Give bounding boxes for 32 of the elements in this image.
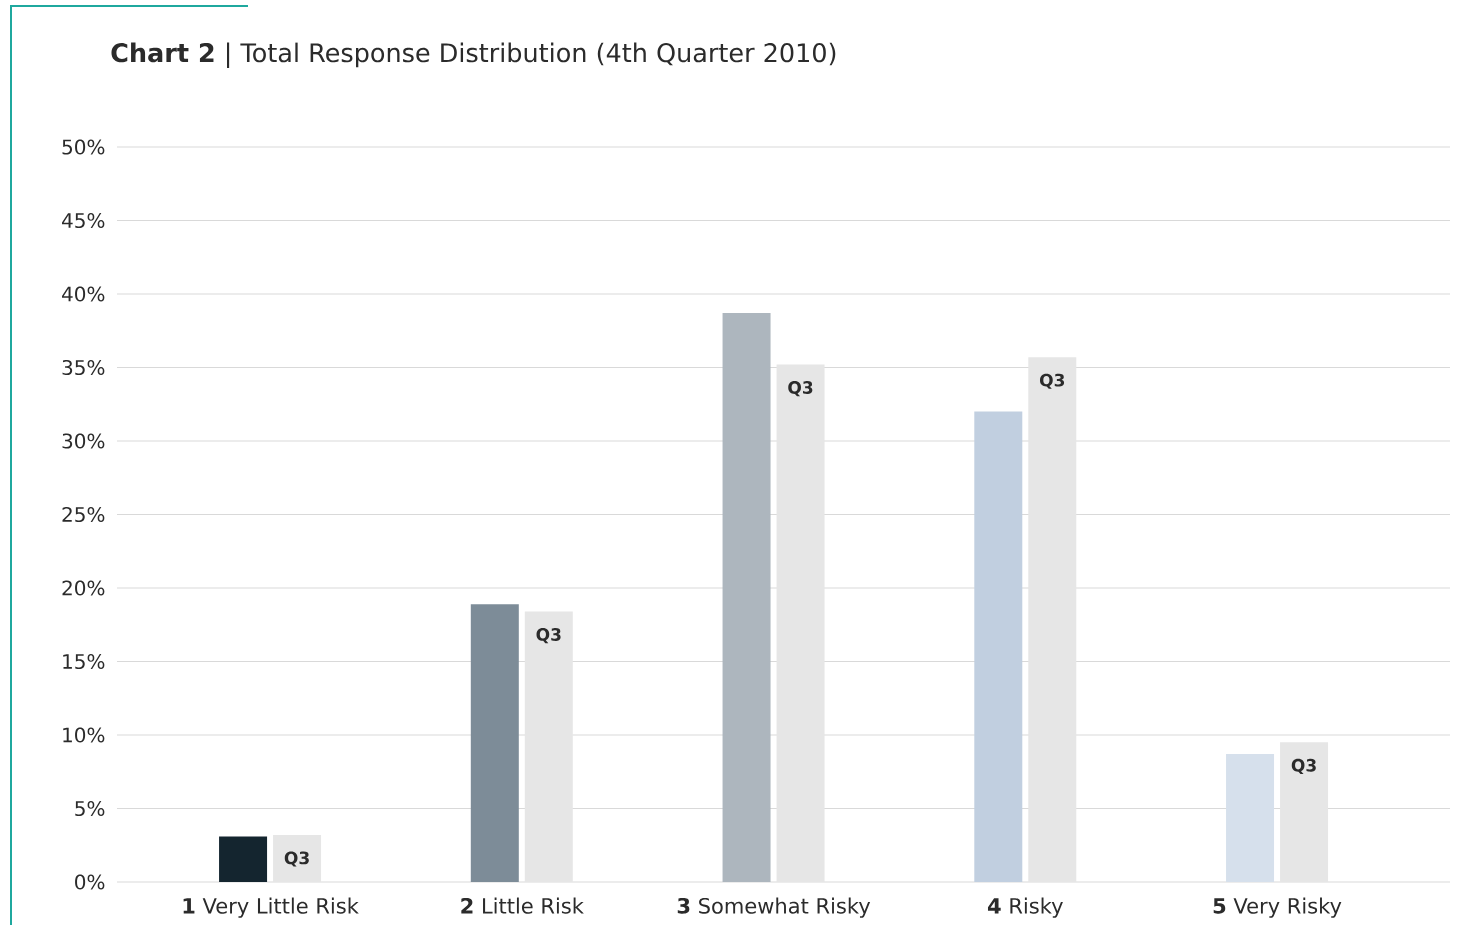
y-tick-label: 50%	[62, 139, 105, 155]
y-tick-label: 0%	[75, 874, 105, 890]
bar	[776, 364, 825, 882]
y-tick-label: 15%	[63, 653, 105, 670]
x-tick-label: 2 Little Risk	[461, 897, 584, 914]
x-tick-label: 5 Very Risky	[1213, 897, 1342, 918]
bar	[1028, 357, 1077, 882]
x-tick-label: 3 Somewhat Risky	[677, 897, 871, 918]
x-tick-label: 1 Very Little Risk	[183, 897, 359, 918]
bar	[1280, 742, 1329, 882]
y-tick-label: 20%	[62, 580, 105, 596]
text: Q3	[788, 381, 813, 397]
x-tick-label: 4 Risky	[987, 897, 1063, 918]
text: Q3	[1291, 758, 1316, 774]
y-tick-label: 40%	[62, 286, 105, 302]
chart-title: Chart 2 | Total Response Distribution (4th Quarter 2010)	[111, 42, 836, 68]
text: Q3	[1040, 373, 1065, 389]
y-tick-label: 5%	[75, 800, 105, 817]
bar	[470, 604, 519, 882]
bar	[974, 411, 1023, 882]
bar	[219, 836, 268, 882]
text: Q3	[536, 628, 561, 644]
y-tick-label: 45%	[62, 212, 105, 229]
y-tick-label: 35%	[62, 359, 105, 376]
bar	[524, 611, 573, 882]
bar	[722, 313, 771, 882]
bar	[1226, 754, 1275, 882]
bar	[273, 834, 322, 882]
y-tick-label: 30%	[62, 433, 105, 449]
y-tick-label: 10%	[63, 727, 105, 743]
y-tick-label: 25%	[62, 506, 105, 523]
series-label: Q3	[284, 851, 309, 867]
